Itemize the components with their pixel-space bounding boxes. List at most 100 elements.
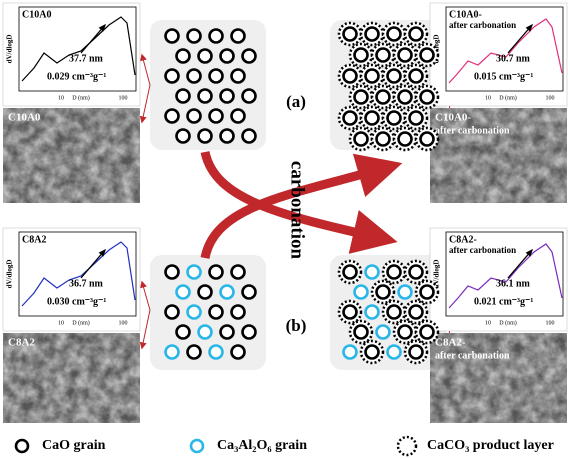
ca3al2o6-grain	[355, 286, 368, 299]
cao-grain	[188, 110, 201, 123]
cao-grain	[388, 266, 401, 279]
inset-title: C8A2	[22, 234, 46, 245]
cao-grain	[421, 326, 434, 339]
legend-label: CaO grain	[42, 438, 106, 453]
cao-grain	[344, 306, 357, 319]
x-axis-label: D (nm)	[72, 319, 90, 326]
cao-grain	[232, 30, 245, 43]
cao-grain	[221, 130, 234, 143]
cao-grain	[210, 266, 223, 279]
cao-grain	[410, 346, 423, 359]
cao-grain	[210, 70, 223, 83]
cao-grain	[188, 346, 201, 359]
cao-grain	[421, 286, 434, 299]
cao-grain	[232, 70, 245, 83]
cao-grain	[199, 130, 212, 143]
cao-grain	[366, 70, 379, 83]
cao-grain	[399, 91, 412, 104]
cao-grain	[388, 112, 401, 125]
cao-grain	[399, 133, 412, 146]
cao-grain	[243, 286, 256, 299]
cao-grain	[399, 49, 412, 62]
cao-grain	[366, 346, 379, 359]
ca3al2o6-grain	[210, 346, 223, 359]
cao-grain	[243, 326, 256, 339]
cao-grain	[355, 49, 368, 62]
cao-grain	[166, 70, 179, 83]
panel-label: (a)	[286, 92, 306, 111]
cao-grain	[210, 110, 223, 123]
y-axis-label: dV/dlogD	[6, 35, 14, 64]
cao-grain	[166, 266, 179, 279]
ca3al2o6-grain	[221, 286, 234, 299]
cao-grain	[221, 90, 234, 103]
inset-title: C8A2-	[449, 234, 477, 245]
ca3al2o6-grain	[188, 306, 201, 319]
x-tick-label: 100	[119, 320, 128, 326]
inset-title: C10A0-	[449, 9, 482, 20]
cao-grain	[243, 50, 256, 63]
cao-grain	[166, 110, 179, 123]
cao-grain	[232, 346, 245, 359]
cao-grain	[421, 133, 434, 146]
ca3al2o6-grain	[199, 326, 212, 339]
cao-grain	[410, 266, 423, 279]
ca3al2o6-grain	[188, 266, 201, 279]
cao-grain	[188, 30, 201, 43]
x-tick-label: 100	[546, 320, 555, 326]
inset-title: C10A0	[22, 9, 51, 20]
cao-grain	[355, 133, 368, 146]
cao-grain	[410, 28, 423, 41]
cao-grain	[355, 91, 368, 104]
ca3al2o6-grain	[166, 346, 179, 359]
sem-label: C8A2	[8, 337, 35, 349]
x-axis-label: D (nm)	[72, 94, 90, 101]
cao-grain	[221, 50, 234, 63]
pore-size: 37.7 nm	[69, 53, 104, 64]
cao-grain	[199, 90, 212, 103]
cao-grain	[199, 286, 212, 299]
legend-label: CaCO₃ product layer	[427, 438, 554, 453]
sem-label: C10A0	[8, 112, 41, 124]
pore-volume: 0.030 cm⁻³g⁻¹	[47, 296, 106, 307]
pore-size: 36.7 nm	[69, 278, 104, 289]
x-tick-label: 100	[546, 95, 555, 101]
figure: (a) (b) carbonation dV/dlogDC10A037.7 nm…	[0, 0, 570, 459]
cao-grain	[344, 28, 357, 41]
ca3al2o6-grain	[377, 326, 390, 339]
x-tick-label: 100	[119, 95, 128, 101]
cao-grain	[344, 266, 357, 279]
x-tick-label: 10	[485, 95, 491, 101]
ca3al2o6-grain	[177, 286, 190, 299]
x-axis-label: D (nm)	[499, 319, 517, 326]
cao-grain	[366, 112, 379, 125]
cao-grain	[221, 326, 234, 339]
cao-grain	[344, 112, 357, 125]
legend-symbol	[398, 437, 416, 455]
cao-grain	[377, 286, 390, 299]
cao-grain	[177, 50, 190, 63]
cao-grain	[177, 130, 190, 143]
pore-volume: 0.029 cm⁻³g⁻¹	[47, 71, 106, 82]
cao-grain	[421, 91, 434, 104]
cao-grain	[210, 306, 223, 319]
cao-grain	[355, 326, 368, 339]
pore-size: 36.1 nm	[496, 278, 531, 289]
pore-volume: 0.021 cm⁻³g⁻¹	[474, 296, 533, 307]
ca3al2o6-grain	[366, 266, 379, 279]
cao-grain	[410, 112, 423, 125]
cao-grain	[177, 90, 190, 103]
legend-symbol	[191, 440, 203, 452]
cao-grain	[232, 306, 245, 319]
ca3al2o6-grain	[399, 286, 412, 299]
pore-size: 30.7 nm	[496, 53, 531, 64]
cao-grain	[188, 70, 201, 83]
cao-grain	[377, 49, 390, 62]
ca3al2o6-grain	[388, 346, 401, 359]
cao-grain	[344, 70, 357, 83]
pore-volume: 0.015 cm⁻³g⁻¹	[474, 71, 533, 82]
ca3al2o6-grain	[366, 306, 379, 319]
cao-grain	[232, 110, 245, 123]
process-label: carbonation	[287, 161, 308, 260]
legend-symbol	[16, 440, 28, 452]
